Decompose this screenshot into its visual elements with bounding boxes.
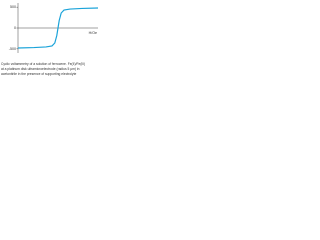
y-tick-label: -500 bbox=[9, 47, 16, 51]
caption-line: acetonitrile in the presence of supporti… bbox=[1, 72, 76, 76]
y-tick-label: 500 bbox=[10, 5, 16, 9]
y-tick-label: 0 bbox=[14, 26, 16, 30]
data-line bbox=[17, 7, 99, 49]
x-axis-label: H/Oe bbox=[89, 31, 97, 35]
caption-line: Cyclic voltammetry of a solution of ferr… bbox=[1, 62, 85, 66]
caption-line: at a platinum disk ultramicroelectrode (… bbox=[1, 67, 80, 71]
chart: H/Oe -500 0 500 Cyclic voltammetry of a sol… bbox=[1, 3, 99, 76]
